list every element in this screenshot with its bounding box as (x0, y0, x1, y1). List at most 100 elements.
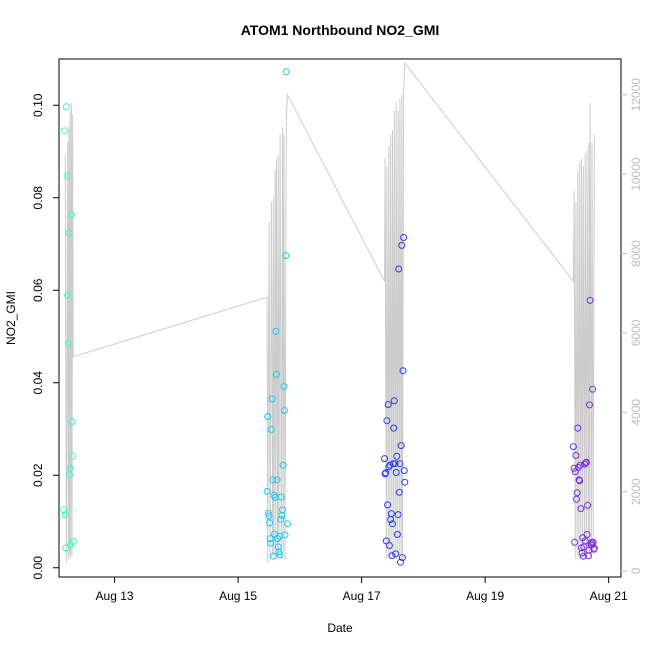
data-point (583, 531, 591, 538)
plot-frame (58, 58, 622, 578)
data-point (571, 538, 579, 546)
data-point (573, 489, 581, 497)
y-tick-label: 0.06 (31, 278, 45, 302)
data-point (268, 395, 276, 403)
data-point (396, 460, 404, 468)
y2-tick-label: 2000 (629, 478, 643, 505)
altitude-line (64, 61, 595, 564)
data-point (388, 552, 396, 560)
data-point (392, 550, 400, 558)
data-point (280, 407, 288, 414)
data-point (264, 413, 272, 420)
data-point (266, 535, 274, 543)
data-point (400, 234, 408, 241)
data-point (384, 501, 392, 509)
x-tick-label: Aug 17 (343, 589, 381, 603)
data-point (277, 515, 285, 523)
data-point (393, 531, 401, 538)
data-point (66, 464, 74, 472)
data-point (62, 103, 70, 111)
data-point (273, 476, 281, 484)
y-tick-label: 0.04 (31, 371, 45, 395)
y-axis: 0.00 0.02 0.04 0.06 0.08 0.10 (31, 93, 59, 579)
data-point (269, 476, 277, 484)
data-point (390, 397, 398, 405)
data-point (267, 426, 275, 433)
data-point (573, 495, 580, 503)
data-point (66, 471, 73, 479)
data-point (267, 539, 275, 547)
data-point (266, 519, 274, 527)
data-point (394, 511, 402, 519)
data-point (385, 542, 393, 549)
chart-title: ATOM1 Northbound NO2_GMI (241, 22, 440, 38)
data-point (69, 452, 77, 460)
data-point (265, 512, 273, 520)
data-point (274, 543, 282, 551)
data-point (398, 554, 406, 562)
y-tick-label: 0.00 (31, 556, 45, 580)
data-point (69, 537, 77, 545)
data-point (395, 488, 403, 496)
y2-tick-label: 0 (629, 567, 643, 574)
data-point (263, 487, 271, 495)
data-point (67, 211, 75, 219)
data-point (584, 501, 592, 509)
data-point (576, 477, 584, 485)
data-point (572, 451, 580, 459)
data-point (284, 520, 291, 528)
data-point (65, 229, 73, 237)
x-axis: Aug 13 Aug 15 Aug 17 Aug 19 Aug 21 (96, 577, 628, 603)
data-point (577, 505, 585, 513)
y2-tick-label: 6000 (629, 319, 643, 346)
data-point (64, 339, 72, 347)
data-point (391, 460, 399, 468)
data-point (574, 463, 582, 471)
x-tick-label: Aug 21 (590, 589, 628, 603)
data-point (590, 544, 598, 552)
data-point (569, 443, 577, 451)
data-point (64, 291, 72, 299)
data-point (269, 552, 277, 560)
x-axis-label: Date (327, 621, 353, 635)
y2-tick-label: 8000 (629, 240, 643, 267)
data-point (61, 127, 69, 135)
data-point (277, 493, 285, 501)
data-point (279, 461, 287, 469)
data-point (389, 520, 396, 528)
data-point (400, 467, 408, 475)
data-point (589, 385, 597, 393)
y2-tick-label: 12000 (629, 78, 643, 112)
data-point (272, 327, 280, 335)
data-point (570, 464, 578, 472)
data-point (579, 552, 587, 560)
data-point (280, 383, 288, 390)
y2-tick-label: 10000 (629, 157, 643, 191)
y2-axis: 0 2000 4000 6000 8000 10000 12000 (621, 78, 643, 574)
data-point (264, 509, 272, 517)
data-point (586, 296, 594, 304)
data-point (60, 506, 68, 514)
y2-tick-label: 4000 (629, 399, 643, 426)
data-point (274, 535, 282, 543)
altitude-line-group (64, 61, 595, 564)
data-point (381, 455, 388, 463)
data-point (382, 469, 390, 477)
data-point (397, 442, 405, 450)
data-point (282, 252, 290, 260)
x-tick-label: Aug 19 (466, 589, 504, 603)
data-point (383, 417, 391, 425)
data-point (390, 424, 398, 432)
data-point (395, 265, 403, 273)
x-tick-label: Aug 13 (96, 589, 134, 603)
data-point (401, 478, 409, 486)
data-point (574, 424, 582, 432)
data-point (384, 401, 392, 408)
data-point (398, 241, 406, 249)
data-point (279, 506, 287, 514)
data-point (63, 172, 71, 180)
data-point (399, 367, 407, 375)
data-point (581, 460, 589, 468)
data-point (389, 460, 397, 468)
